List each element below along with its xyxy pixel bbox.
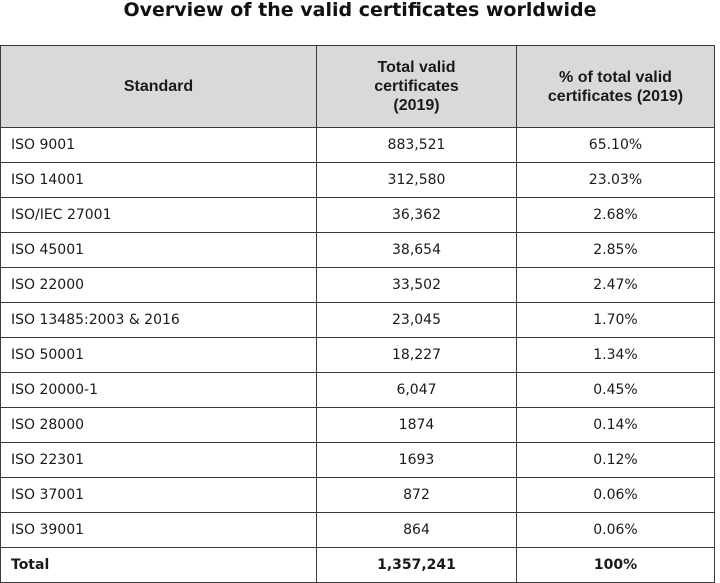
cell-total: 38,654 [316, 232, 517, 268]
header-standard: Standard [0, 45, 317, 128]
cell-total: 6,047 [316, 372, 517, 408]
cell-standard: ISO 39001 [0, 512, 317, 548]
table-row: ISO 37001 872 0.06% [0, 477, 715, 513]
header-pct-line-1: % of total valid [559, 68, 672, 86]
header-standard-label: Standard [123, 78, 194, 95]
header-total-line-1: Total valid [377, 59, 456, 76]
table-row: ISO 13485:2003 & 2016 23,045 1.70% [0, 302, 715, 338]
cell-percent: 2.68% [516, 197, 715, 233]
total-row: Total 1,357,241 100% [0, 547, 715, 583]
cell-standard: ISO 20000-1 [0, 372, 317, 408]
cell-standard: ISO 50001 [0, 337, 317, 373]
cell-standard: ISO 28000 [0, 407, 317, 443]
cell-percent: 0.06% [516, 477, 715, 513]
cell-total: 883,521 [316, 127, 517, 163]
cell-standard: ISO 45001 [0, 232, 317, 268]
cell-total: 33,502 [316, 267, 517, 303]
header-total-line-2: certificates [374, 78, 459, 95]
certificates-table: Standard Total valid certificates (2019)… [0, 45, 715, 583]
cell-standard: ISO 14001 [0, 162, 317, 198]
header-pct-line-2: certificates (2019) [547, 87, 684, 105]
header-total-valid: Total valid certificates (2019) [316, 45, 517, 128]
cell-percent: 2.85% [516, 232, 715, 268]
cell-total-sum: 1,357,241 [316, 547, 517, 583]
header-percent-of-total: % of total valid certificates (2019) [516, 45, 715, 128]
table-row: ISO 22301 1693 0.12% [0, 442, 715, 478]
cell-total-label: Total [0, 547, 317, 583]
table-row: ISO 22000 33,502 2.47% [0, 267, 715, 303]
cell-standard: ISO 37001 [0, 477, 317, 513]
cell-standard: ISO/IEC 27001 [0, 197, 317, 233]
cell-standard: ISO 22000 [0, 267, 317, 303]
table-row: ISO 28000 1874 0.14% [0, 407, 715, 443]
table-row: ISO 9001 883,521 65.10% [0, 127, 715, 163]
cell-percent: 0.45% [516, 372, 715, 408]
cell-standard: ISO 22301 [0, 442, 317, 478]
cell-total: 1693 [316, 442, 517, 478]
header-row: Standard Total valid certificates (2019)… [0, 45, 715, 128]
cell-total: 864 [316, 512, 517, 548]
table-row: ISO 20000-1 6,047 0.45% [0, 372, 715, 408]
table-row: ISO 39001 864 0.06% [0, 512, 715, 548]
cell-percent: 0.12% [516, 442, 715, 478]
table-row: ISO/IEC 27001 36,362 2.68% [0, 197, 715, 233]
table-row: ISO 14001 312,580 23.03% [0, 162, 715, 198]
cell-total-percent: 100% [516, 547, 715, 583]
cell-percent: 0.06% [516, 512, 715, 548]
cell-total: 36,362 [316, 197, 517, 233]
cell-percent: 1.70% [516, 302, 715, 338]
cell-percent: 0.14% [516, 407, 715, 443]
cell-percent: 23.03% [516, 162, 715, 198]
cell-total: 872 [316, 477, 517, 513]
cell-total: 312,580 [316, 162, 517, 198]
cell-standard: ISO 13485:2003 & 2016 [0, 302, 317, 338]
table-title: Overview of the valid certificates world… [123, 0, 597, 21]
cell-total: 23,045 [316, 302, 517, 338]
cell-standard: ISO 9001 [0, 127, 317, 163]
cell-total: 1874 [316, 407, 517, 443]
table-row: ISO 45001 38,654 2.85% [0, 232, 715, 268]
header-total-line-3: (2019) [393, 97, 440, 114]
cell-total: 18,227 [316, 337, 517, 373]
cell-percent: 1.34% [516, 337, 715, 373]
cell-percent: 65.10% [516, 127, 715, 163]
cell-percent: 2.47% [516, 267, 715, 303]
table-row: ISO 50001 18,227 1.34% [0, 337, 715, 373]
